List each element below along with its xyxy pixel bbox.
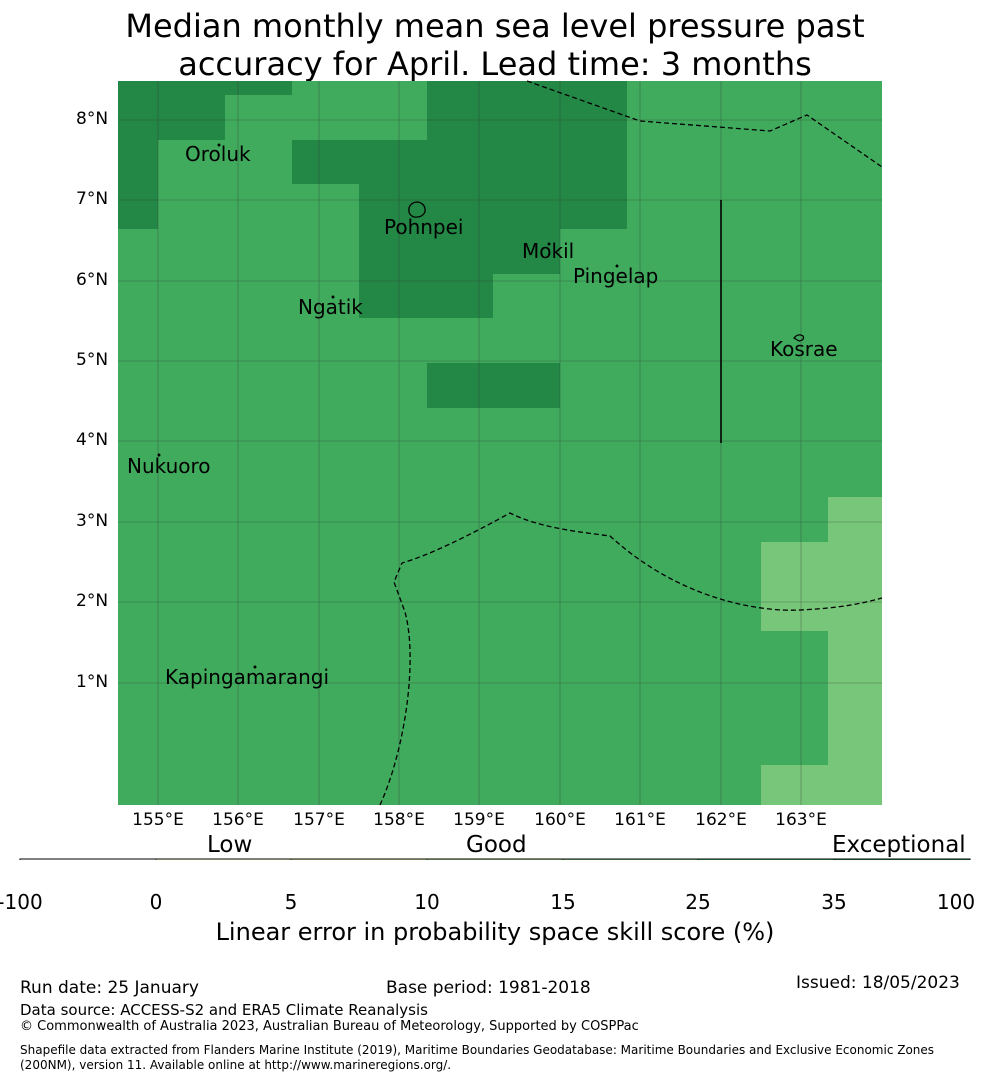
colorbar-tick: 25: [685, 890, 711, 914]
lon-label: 155°E: [132, 810, 184, 830]
run-date: Run date: 25 January: [20, 978, 199, 998]
lon-label: 163°E: [775, 810, 827, 830]
island-outlines: [157, 143, 805, 669]
skill-map: [19, 80, 971, 860]
colorbar-tick: 35: [821, 890, 847, 914]
lon-label: 159°E: [453, 810, 505, 830]
oroluk-dot: [217, 143, 221, 147]
lat-label: 2°N: [76, 591, 109, 611]
skill-grid-cells: [118, 81, 882, 805]
place-label-pingelap: Pingelap: [573, 264, 659, 288]
good-cell: [761, 765, 828, 805]
lat-label: 4°N: [76, 430, 109, 450]
legend-category-low: Low: [207, 832, 253, 858]
exceptional-cell: [118, 81, 158, 229]
graticule: [118, 81, 882, 805]
good-cell: [828, 497, 882, 805]
shapefile-credit-line2: (200NM), version 11. Available online at…: [20, 1058, 452, 1072]
exceptional-cell: [225, 81, 292, 95]
place-label-mokil: Mokil: [522, 239, 575, 263]
exceptional-cell: [427, 81, 493, 318]
kosrae-outline: [793, 334, 805, 342]
lon-label: 160°E: [534, 810, 586, 830]
colorbar-tick: -100: [0, 890, 43, 914]
eez-boundary-south: [379, 512, 883, 806]
place-label-ngatik: Ngatik: [298, 295, 363, 319]
place-label-nukuoro: Nukuoro: [127, 454, 211, 478]
eez-boundaries: [379, 80, 883, 806]
colorbar-label: Linear error in probability space skill …: [215, 918, 775, 946]
place-label-kapingamarangi: Kapingamarangi: [165, 665, 330, 689]
exceptional-cell: [158, 81, 225, 140]
kapingamarangi-dot: [253, 665, 257, 669]
lon-label: 162°E: [695, 810, 747, 830]
colorbar-tick: 100: [936, 890, 976, 914]
colorbar-tick: 5: [284, 890, 298, 914]
colorbar-tick: 15: [550, 890, 576, 914]
colorbar: [19, 858, 971, 860]
pingelap-dot: [615, 264, 619, 268]
lat-label: 3°N: [76, 511, 109, 531]
exceptional-cell: [427, 363, 560, 408]
lat-label: 1°N: [76, 672, 109, 692]
exceptional-cell: [493, 81, 560, 274]
lat-label: 8°N: [76, 109, 109, 129]
exceptional-cell: [560, 81, 627, 229]
pohnpei-outline: [408, 201, 426, 218]
lon-label: 161°E: [614, 810, 666, 830]
ngatik-dot: [331, 295, 335, 299]
copyright: © Commonwealth of Australia 2023, Austra…: [20, 1019, 639, 1034]
lon-label: 157°E: [293, 810, 345, 830]
base-period: Base period: 1981-2018: [386, 978, 591, 998]
legend-category-good: Good: [466, 832, 527, 858]
colorbar-tick: 10: [414, 890, 440, 914]
mokil-dot: [547, 242, 551, 246]
lat-label: 7°N: [76, 189, 109, 209]
lat-label: 6°N: [76, 270, 109, 290]
lat-label: 5°N: [76, 350, 109, 370]
lon-label: 158°E: [373, 810, 425, 830]
place-label-kosrae: Kosrae: [770, 337, 838, 361]
issued-date: Issued: 18/05/2023: [796, 973, 960, 993]
exceptional-cell: [292, 140, 359, 184]
data-source: Data source: ACCESS-S2 and ERA5 Climate …: [20, 1001, 428, 1019]
colorbar-tick: 0: [149, 890, 163, 914]
good-cell: [761, 542, 828, 631]
nukuoro-dot: [157, 453, 161, 457]
exceptional-cell: [359, 140, 427, 318]
map-title-line1: Median monthly mean sea level pressure p…: [125, 7, 865, 45]
place-label-oroluk: Oroluk: [185, 142, 251, 166]
legend-category-exceptional: Exceptional: [832, 832, 966, 858]
shapefile-credit-line1: Shapefile data extracted from Flanders M…: [20, 1043, 935, 1057]
map-title-line2: accuracy for April. Lead time: 3 months: [178, 45, 812, 83]
place-label-pohnpei: Pohnpei: [384, 215, 464, 239]
eez-boundary-north: [526, 80, 883, 168]
lon-label: 156°E: [212, 810, 264, 830]
